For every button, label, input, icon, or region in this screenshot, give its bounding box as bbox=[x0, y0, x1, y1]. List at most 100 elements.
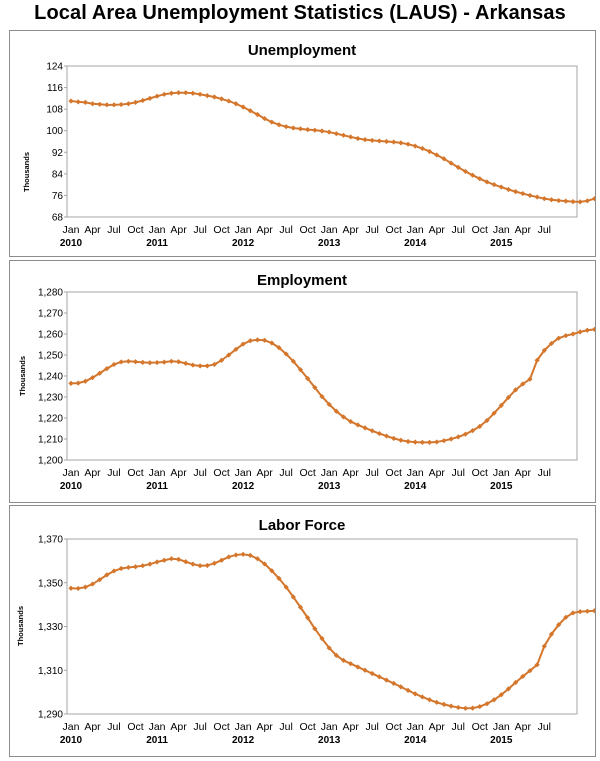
x-month-label: Jan bbox=[235, 721, 252, 733]
x-year-labels: 2010 2011 2012 2013 2014 2015 bbox=[60, 238, 513, 249]
data-point bbox=[584, 198, 590, 204]
x-month-label: Apr bbox=[84, 721, 101, 733]
employment-chart: Employment Thousands 1,200 1,210 1,220 1,23… bbox=[18, 272, 595, 492]
data-point bbox=[175, 556, 182, 562]
data-point bbox=[305, 615, 311, 621]
data-point bbox=[520, 673, 526, 679]
data-point bbox=[434, 699, 440, 706]
data-point bbox=[104, 572, 110, 578]
y-tick-label: 1,310 bbox=[38, 666, 63, 677]
data-point bbox=[132, 564, 139, 570]
data-point bbox=[211, 560, 218, 566]
data-point bbox=[204, 562, 210, 569]
data-point bbox=[111, 102, 117, 108]
data-point bbox=[434, 439, 440, 445]
x-year-label: 2010 bbox=[60, 238, 83, 249]
data-point bbox=[534, 194, 540, 200]
employment-line bbox=[70, 327, 595, 444]
unemployment-chart: Unemployment Thousands 68 76 84 92 100 108 116… bbox=[22, 42, 595, 249]
data-point bbox=[477, 703, 483, 710]
data-point bbox=[168, 90, 174, 96]
data-point bbox=[312, 626, 318, 632]
x-month-labels: Jan Apr Jul Oct Jan Apr Jul Oct Jan Apr Jul Oct Jan A… bbox=[63, 467, 552, 479]
y-tick-label: 92 bbox=[52, 148, 64, 159]
data-point bbox=[570, 199, 576, 205]
data-point bbox=[233, 101, 239, 107]
data-point bbox=[477, 176, 483, 182]
data-point bbox=[470, 705, 476, 711]
data-point bbox=[391, 139, 397, 145]
data-point bbox=[505, 186, 512, 193]
data-point bbox=[355, 135, 361, 142]
x-month-label: Oct bbox=[299, 224, 315, 236]
data-point bbox=[104, 102, 110, 108]
x-year-label: 2011 bbox=[146, 735, 168, 746]
data-point bbox=[455, 164, 461, 170]
x-month-label: Apr bbox=[429, 467, 446, 479]
data-point bbox=[484, 179, 490, 185]
x-month-label: Apr bbox=[343, 721, 360, 733]
data-point bbox=[168, 358, 174, 364]
x-month-label: Jul bbox=[365, 224, 378, 236]
data-point bbox=[82, 584, 88, 590]
x-month-label: Jul bbox=[365, 721, 378, 733]
x-year-label: 2013 bbox=[318, 238, 341, 249]
x-month-label: Jul bbox=[279, 721, 292, 733]
data-point bbox=[154, 93, 160, 99]
x-month-label: Oct bbox=[386, 721, 402, 733]
data-point bbox=[462, 705, 469, 711]
y-axis-label: Thousands bbox=[16, 606, 25, 646]
data-point bbox=[305, 127, 311, 133]
data-point bbox=[556, 197, 562, 204]
x-month-label: Jan bbox=[235, 467, 252, 479]
x-year-label: 2014 bbox=[404, 238, 427, 249]
data-point bbox=[577, 199, 583, 205]
x-month-label: Jan bbox=[149, 224, 166, 236]
unemployment-line bbox=[70, 91, 595, 203]
labor-force-line bbox=[70, 553, 595, 710]
x-month-label: Jul bbox=[538, 467, 551, 479]
data-point bbox=[247, 552, 253, 559]
x-year-label: 2012 bbox=[232, 238, 255, 249]
data-point bbox=[89, 101, 96, 107]
data-point bbox=[75, 99, 81, 105]
x-month-label: Jul bbox=[452, 467, 465, 479]
x-month-label: Jan bbox=[321, 467, 338, 479]
data-point bbox=[183, 559, 189, 565]
data-point bbox=[426, 148, 433, 155]
data-point bbox=[276, 122, 282, 128]
data-point bbox=[376, 674, 382, 680]
data-point bbox=[376, 138, 382, 144]
data-point bbox=[419, 145, 425, 152]
data-point bbox=[147, 95, 153, 101]
x-year-label: 2011 bbox=[146, 238, 168, 249]
data-point bbox=[498, 692, 504, 698]
data-point bbox=[82, 378, 88, 384]
x-month-label: Jan bbox=[407, 224, 424, 236]
x-month-label: Jan bbox=[63, 224, 80, 236]
data-point bbox=[154, 559, 160, 565]
y-tick-label: 1,290 bbox=[38, 710, 63, 721]
data-point bbox=[226, 352, 232, 358]
data-point bbox=[190, 90, 196, 96]
unemployment-markers bbox=[68, 90, 595, 205]
data-point bbox=[426, 697, 433, 703]
x-month-label: Jan bbox=[321, 224, 338, 236]
y-tick-label: 1,230 bbox=[38, 393, 63, 404]
data-point bbox=[183, 360, 189, 366]
data-point bbox=[326, 645, 332, 651]
x-month-label: Jan bbox=[149, 721, 166, 733]
x-month-label: Oct bbox=[472, 721, 488, 733]
x-month-label: Jan bbox=[63, 467, 80, 479]
x-year-label: 2015 bbox=[490, 735, 513, 746]
data-point bbox=[226, 554, 232, 560]
x-month-label: Apr bbox=[84, 467, 101, 479]
x-year-label: 2012 bbox=[232, 735, 255, 746]
data-point bbox=[441, 438, 447, 444]
x-year-label: 2014 bbox=[404, 735, 427, 746]
data-point bbox=[513, 387, 519, 393]
data-point bbox=[111, 568, 117, 574]
data-point bbox=[591, 608, 595, 614]
x-month-label: Oct bbox=[299, 721, 315, 733]
data-point bbox=[362, 667, 368, 673]
